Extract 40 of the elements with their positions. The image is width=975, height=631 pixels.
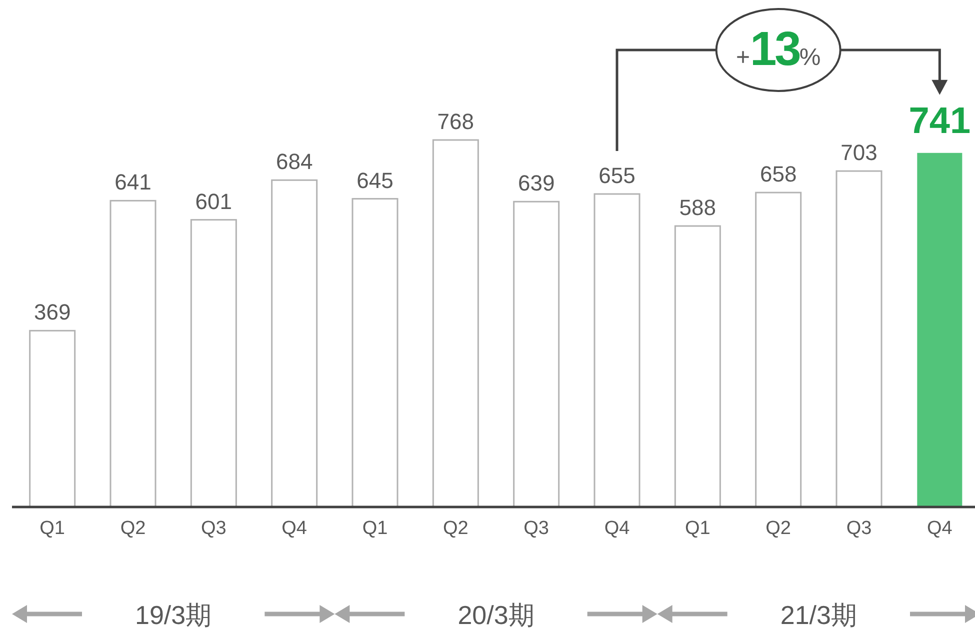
x-tick-label: Q3	[524, 518, 550, 539]
data-label: 641	[114, 170, 152, 195]
bar	[271, 179, 318, 508]
bar	[917, 152, 962, 507]
x-tick-label: Q4	[604, 518, 630, 539]
x-tick-label: Q3	[846, 518, 872, 539]
x-tick-label: Q2	[766, 518, 792, 539]
x-tick-label: Q1	[362, 518, 388, 539]
x-tick-label: Q2	[120, 518, 146, 539]
data-label: 658	[760, 162, 797, 187]
bar	[432, 139, 479, 508]
x-tick-label: Q4	[282, 518, 308, 539]
x-tick-label: Q1	[40, 518, 66, 539]
text: +13%	[736, 23, 821, 76]
x-tick-label: Q1	[684, 518, 710, 539]
data-label: 741	[908, 100, 971, 141]
bar	[110, 200, 156, 508]
bar	[29, 330, 76, 508]
bar	[836, 170, 882, 508]
text: 21/3期	[780, 600, 857, 630]
bar	[190, 219, 237, 508]
text: 20/3期	[458, 600, 534, 630]
x-tick-label: Q2	[442, 518, 468, 539]
x-tick-label: Q4	[926, 518, 953, 539]
data-label: 703	[840, 140, 878, 166]
data-label: 684	[276, 149, 313, 174]
bar	[674, 225, 721, 508]
text: 19/3期	[135, 600, 212, 630]
bar	[513, 200, 560, 508]
data-label: 588	[679, 195, 716, 220]
bar	[594, 193, 640, 508]
bar	[755, 192, 802, 508]
bar	[352, 198, 398, 508]
x-tick-label: Q3	[200, 518, 226, 539]
data-label: 645	[356, 168, 394, 193]
data-label: 369	[34, 300, 71, 325]
data-label: 601	[195, 188, 232, 214]
data-label: 655	[598, 163, 636, 188]
data-label: 639	[518, 170, 555, 196]
data-label: 768	[437, 109, 474, 134]
